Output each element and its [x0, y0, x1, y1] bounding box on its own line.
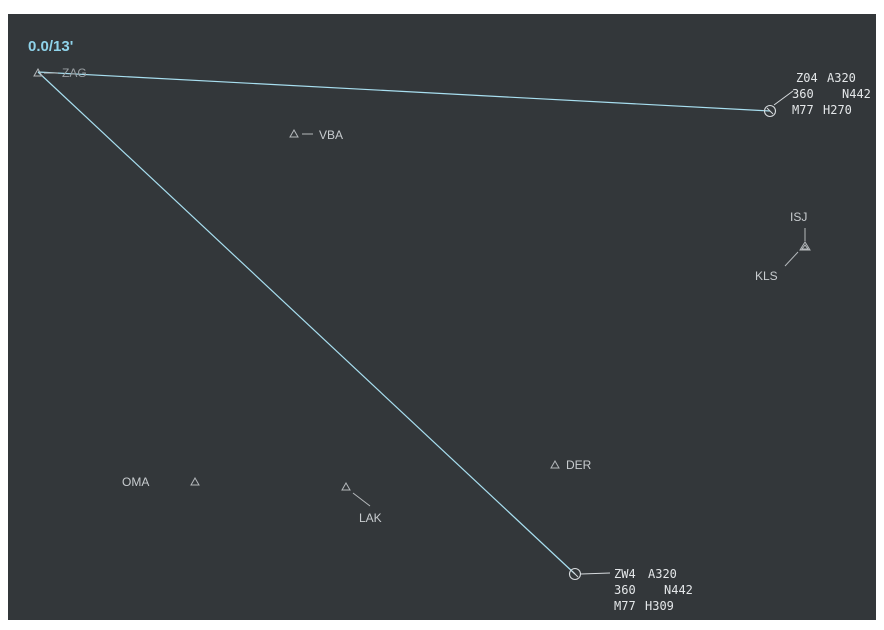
label-leader-line	[580, 572, 611, 575]
target-cross	[571, 570, 579, 578]
next-point: N442	[664, 583, 693, 597]
aircraft-type: A320	[827, 71, 856, 85]
radar-canvas: 0.0/13' ZAG VBA ISJ KLS DER	[28, 38, 871, 613]
fix-label: OMA	[122, 475, 149, 489]
speed: M77	[614, 599, 636, 613]
leader-line	[784, 251, 799, 267]
radar-scope[interactable]: 0.0/13' ZAG VBA ISJ KLS DER	[8, 14, 876, 620]
triangle-icon	[33, 67, 43, 77]
speed: M77	[792, 103, 814, 117]
aircraft-z04[interactable]: Z04 A320 360 N442 M77 H270	[763, 71, 871, 118]
heading: H270	[823, 103, 852, 117]
heading: H309	[645, 599, 674, 613]
fix-label-kls: KLS	[755, 269, 778, 283]
triangle-icon	[341, 481, 351, 491]
triangle-icon	[801, 244, 809, 250]
aircraft-zw4[interactable]: ZW4 A320 360 N442 M77 H309	[568, 567, 693, 613]
leader-line	[352, 492, 371, 507]
fix-label: LAK	[359, 511, 382, 525]
fix-isj-kls[interactable]: ISJ KLS	[755, 210, 811, 283]
fix-zag[interactable]: ZAG	[33, 66, 87, 80]
fix-der[interactable]: DER	[550, 458, 592, 472]
fix-label: DER	[566, 458, 592, 472]
flight-level: 360	[614, 583, 636, 597]
fix-label-isj: ISJ	[790, 210, 807, 224]
fix-lak[interactable]: LAK	[341, 481, 382, 525]
triangle-icon	[289, 128, 299, 138]
triangle-icon	[190, 476, 200, 486]
data-block[interactable]: ZW4 A320 360 N442 M77 H309	[614, 567, 693, 613]
fix-vba[interactable]: VBA	[289, 128, 343, 142]
label-leader-line	[773, 90, 794, 106]
aircraft-target-icon[interactable]	[568, 567, 582, 581]
data-block[interactable]: Z04 A320 360 N442 M77 H270	[792, 71, 871, 117]
route-line-z04	[37, 71, 771, 112]
next-point: N442	[842, 87, 871, 101]
fix-label: VBA	[319, 128, 343, 142]
aircraft-type: A320	[648, 567, 677, 581]
triangle-icon	[799, 241, 811, 251]
triangle-icon	[550, 459, 560, 469]
fix-label: ZAG	[62, 66, 87, 80]
fix-oma[interactable]: OMA	[122, 475, 200, 489]
flight-level: 360	[792, 87, 814, 101]
aircraft-target-icon[interactable]	[763, 104, 777, 118]
callsign: Z04	[796, 71, 818, 85]
target-cross	[766, 107, 774, 115]
range-readout: 0.0/13'	[28, 38, 73, 55]
callsign: ZW4	[614, 567, 636, 581]
route-line-zw4	[37, 71, 576, 575]
